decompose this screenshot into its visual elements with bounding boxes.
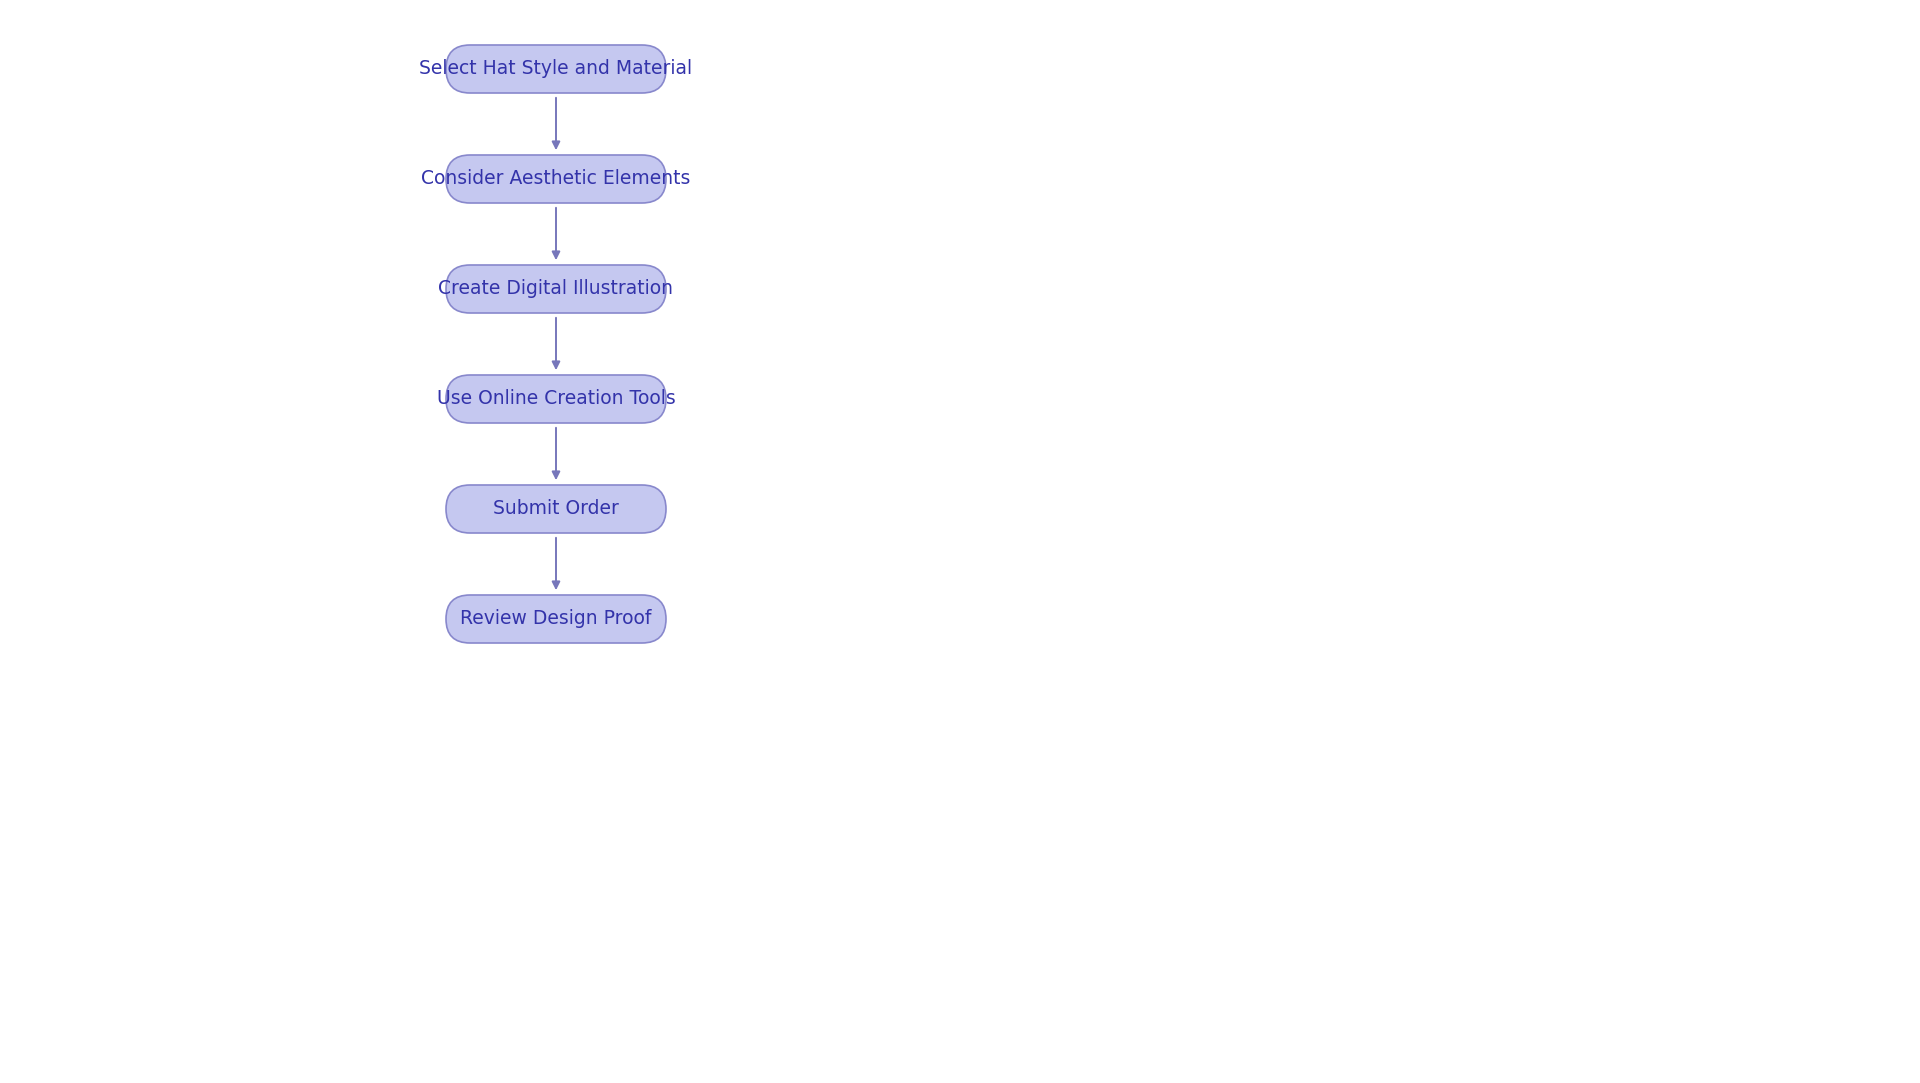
FancyBboxPatch shape — [445, 375, 666, 423]
FancyBboxPatch shape — [445, 595, 666, 643]
Text: Submit Order: Submit Order — [493, 499, 618, 519]
Text: Consider Aesthetic Elements: Consider Aesthetic Elements — [420, 170, 691, 188]
Text: Review Design Proof: Review Design Proof — [461, 610, 651, 628]
FancyBboxPatch shape — [445, 485, 666, 533]
FancyBboxPatch shape — [445, 45, 666, 93]
FancyBboxPatch shape — [445, 155, 666, 203]
Text: Use Online Creation Tools: Use Online Creation Tools — [436, 390, 676, 408]
Text: Create Digital Illustration: Create Digital Illustration — [438, 279, 674, 299]
FancyBboxPatch shape — [445, 265, 666, 313]
Text: Select Hat Style and Material: Select Hat Style and Material — [419, 60, 693, 78]
